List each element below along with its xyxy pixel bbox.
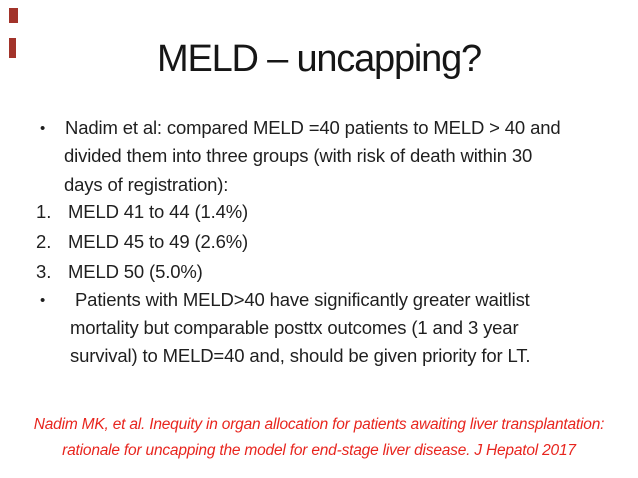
paragraph1-line1: Nadim et al: compared MELD =40 patients …	[65, 117, 561, 138]
paragraph2-line2: mortality but comparable posttx outcomes…	[70, 317, 519, 338]
numbered-item-1-marker: 1.	[36, 201, 52, 222]
slide-title: MELD – uncapping?	[157, 38, 482, 80]
citation-line1: Nadim MK, et al. Inequity in organ alloc…	[33, 416, 605, 433]
paragraph1-line3: days of registration):	[64, 174, 229, 195]
slide-decoration-mark-top	[9, 8, 18, 23]
numbered-item-3-marker: 3.	[36, 261, 52, 282]
bullet-icon: •	[40, 292, 46, 309]
numbered-item-2-text: MELD 45 to 49 (2.6%)	[68, 231, 249, 252]
bullet-icon: •	[40, 120, 46, 137]
citation: Nadim MK, et al. Inequity in organ alloc…	[14, 412, 624, 463]
paragraph1-line2: divided them into three groups (with ris…	[64, 145, 533, 166]
numbered-item-1-text: MELD 41 to 44 (1.4%)	[68, 201, 249, 222]
slide-decoration-mark-bottom	[9, 38, 16, 58]
paragraph2-line3: survival) to MELD=40 and, should be give…	[70, 345, 531, 366]
citation-line2: rationale for uncapping the model for en…	[62, 441, 576, 459]
numbered-item-2-marker: 2.	[36, 231, 52, 252]
numbered-item-3-text: MELD 50 (5.0%)	[68, 261, 203, 282]
paragraph2-line1: Patients with MELD>40 have significantly…	[70, 289, 530, 310]
